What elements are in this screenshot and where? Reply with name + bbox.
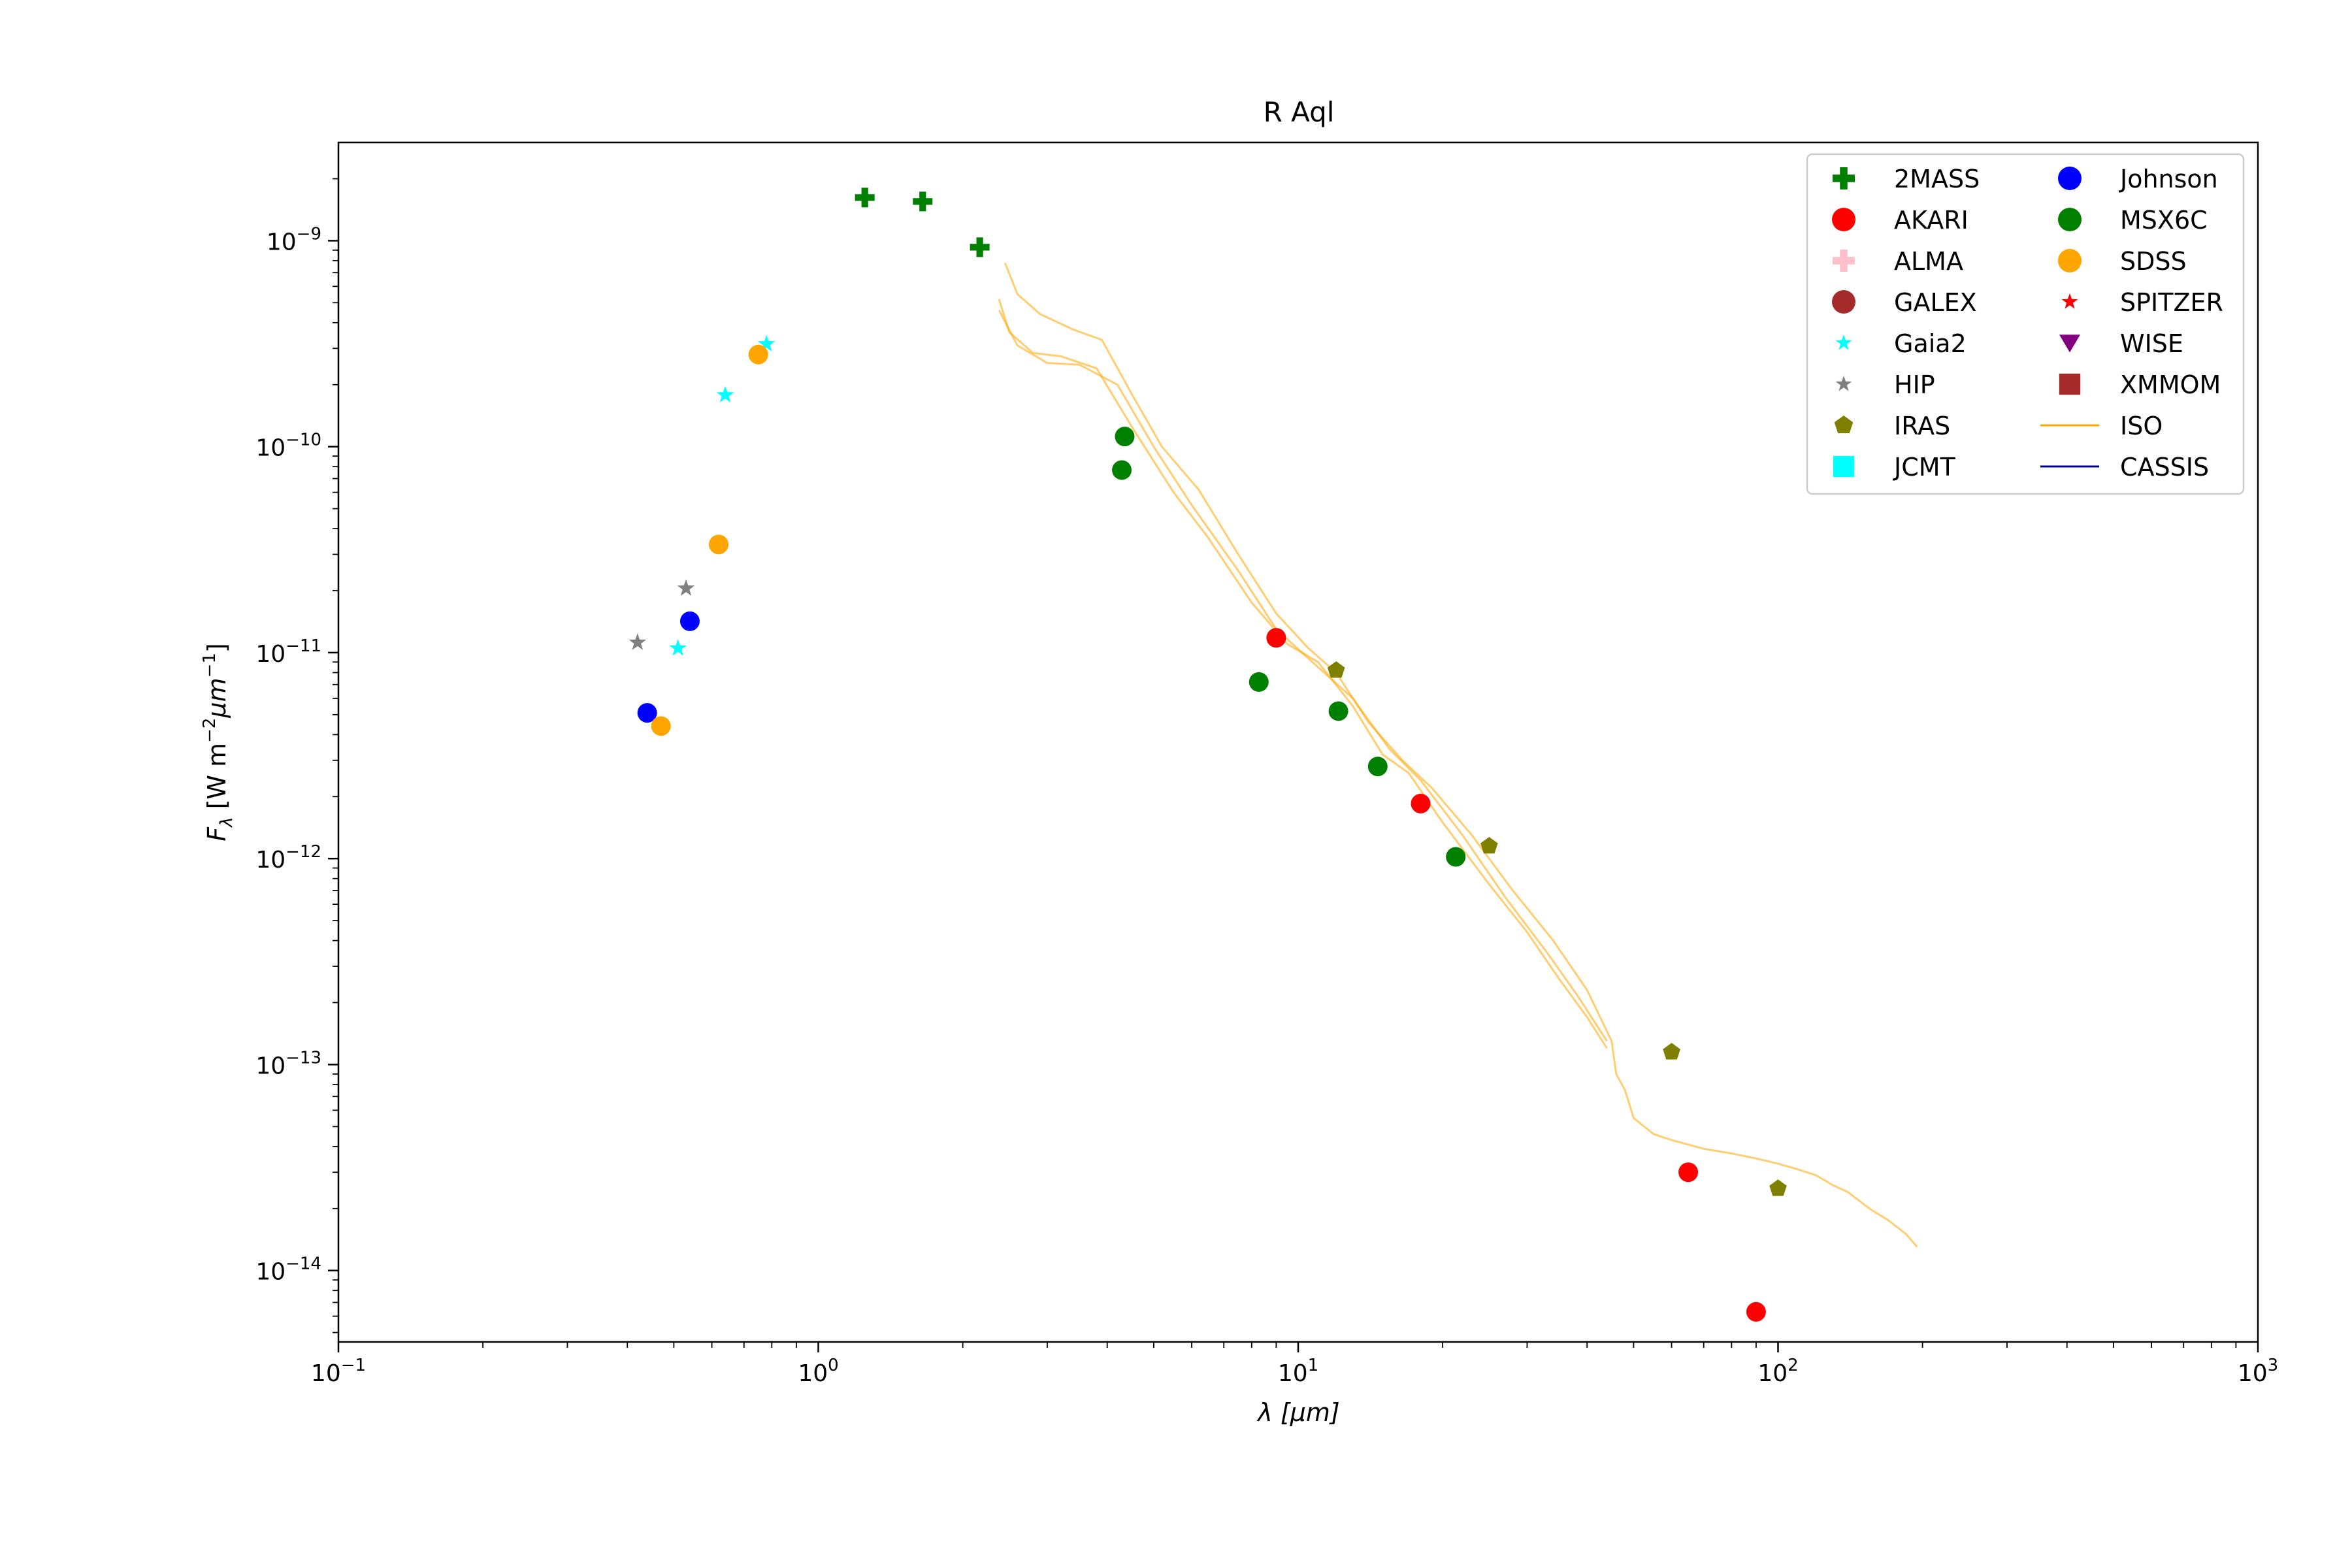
legend-label-gaia2: Gaia2: [1894, 329, 1967, 358]
legend-marker-xmmom: [2059, 373, 2081, 395]
legend-marker-iras: [1834, 416, 1854, 434]
legend-marker-hip: [1835, 376, 1852, 391]
hip-point-1: [629, 633, 647, 650]
sdss-point-2: [709, 534, 729, 555]
hip-point-2: [677, 579, 695, 596]
legend-marker-sdss: [2058, 249, 2082, 272]
johnson-point-1: [637, 703, 657, 723]
legend-marker-akari: [1832, 208, 1855, 231]
akari-point-3: [1678, 1162, 1699, 1183]
legend-label-xmmom: XMMOM: [2120, 370, 2221, 399]
y-tick-label: 10−12: [255, 842, 321, 874]
legend-marker-wise: [2059, 335, 2080, 353]
2mass-point-2: [913, 191, 933, 212]
msx6c-point-1: [1112, 460, 1132, 480]
legend-label-iso: ISO: [2120, 412, 2163, 440]
gaia2-point-3: [757, 335, 776, 351]
chart-title: R Aql: [1264, 96, 1335, 128]
iras-point-2: [1480, 837, 1498, 854]
y-axis: 10−14 10−13 10−12 10−11 10−10 10−9: [255, 178, 338, 1333]
y-tick-label: 10−11: [255, 636, 321, 668]
legend-marker-alma: [1833, 250, 1855, 272]
iras-point-4: [1769, 1179, 1787, 1196]
iso-spectra: [998, 262, 1918, 1248]
iso-spectrum-1: [998, 299, 1608, 1049]
iso-spectrum-2: [998, 310, 1608, 1042]
x-tick-label: 103: [2238, 1356, 2278, 1387]
iso-spectrum-4: [1610, 1041, 1918, 1248]
msx6c-point-4: [1328, 701, 1348, 721]
msx6c-point-2: [1115, 427, 1135, 447]
legend-label-galex: GALEX: [1894, 288, 1977, 317]
x-tick-label: 102: [1757, 1356, 1798, 1387]
legend-label-cassis: CASSIS: [2120, 453, 2209, 482]
akari-point-4: [1746, 1301, 1766, 1322]
legend-label-johnson: Johnson: [2119, 165, 2218, 193]
y-tick-label: 10−13: [255, 1048, 321, 1079]
legend-marker-galex: [1832, 290, 1855, 314]
legend-label-spitzer: SPITZER: [2120, 288, 2223, 317]
akari-point-2: [1411, 793, 1431, 813]
legend-label-alma: ALMA: [1894, 247, 1963, 276]
iso-spectrum-3: [1004, 262, 1613, 1042]
legend-marker-msx6c: [2058, 208, 2082, 231]
legend-label-iras: IRAS: [1894, 412, 1950, 440]
2mass-point-1: [855, 188, 875, 208]
y-axis-label: Fλ [W m−2μm−1]: [200, 643, 237, 841]
legend-box: [1806, 153, 2245, 495]
2mass-point-3: [970, 237, 990, 257]
legend-marker-gaia2: [1835, 335, 1852, 350]
y-tick-label: 10−9: [267, 224, 321, 255]
gaia2-point-1: [669, 639, 687, 656]
iras-point-1: [1327, 661, 1345, 678]
sdss-point-1: [651, 716, 671, 736]
x-tick-label: 10−1: [311, 1356, 366, 1387]
msx6c-point-5: [1367, 757, 1388, 777]
y-tick-label: 10−10: [255, 431, 321, 462]
msx6c-point-6: [1446, 847, 1466, 867]
legend-label-wise: WISE: [2120, 329, 2183, 358]
legend-marker-jcmt: [1833, 455, 1855, 478]
sdss-point-3: [748, 344, 768, 365]
data-points: [629, 188, 1787, 1322]
y-tick-label: 10−14: [255, 1254, 321, 1286]
legend-label-sdss: SDSS: [2120, 247, 2187, 276]
x-axis-label: λ [μm]: [1256, 1398, 1339, 1427]
legend: 2MASS AKARI ALMA GALEX Gaia2 HIP IRAS JCMT Johns…: [1806, 153, 2245, 495]
legend-marker-2mass: [1833, 167, 1855, 189]
legend-label-hip: HIP: [1894, 370, 1935, 399]
legend-label-akari: AKARI: [1894, 206, 1968, 235]
gaia2-point-2: [716, 385, 734, 402]
johnson-point-2: [679, 611, 700, 631]
legend-marker-johnson: [2058, 167, 2082, 190]
legend-label-jcmt: JCMT: [1893, 453, 1956, 482]
akari-point-1: [1266, 628, 1286, 648]
x-tick-label: 101: [1278, 1356, 1318, 1387]
x-axis: 10−1 100 101 102 103: [311, 1342, 2278, 1387]
msx6c-point-3: [1249, 672, 1269, 692]
legend-marker-spitzer: [2061, 293, 2078, 309]
legend-label-2mass: 2MASS: [1894, 165, 1980, 193]
x-tick-label: 100: [798, 1356, 838, 1387]
legend-label-msx6c: MSX6C: [2120, 206, 2208, 235]
iras-point-3: [1663, 1043, 1680, 1060]
